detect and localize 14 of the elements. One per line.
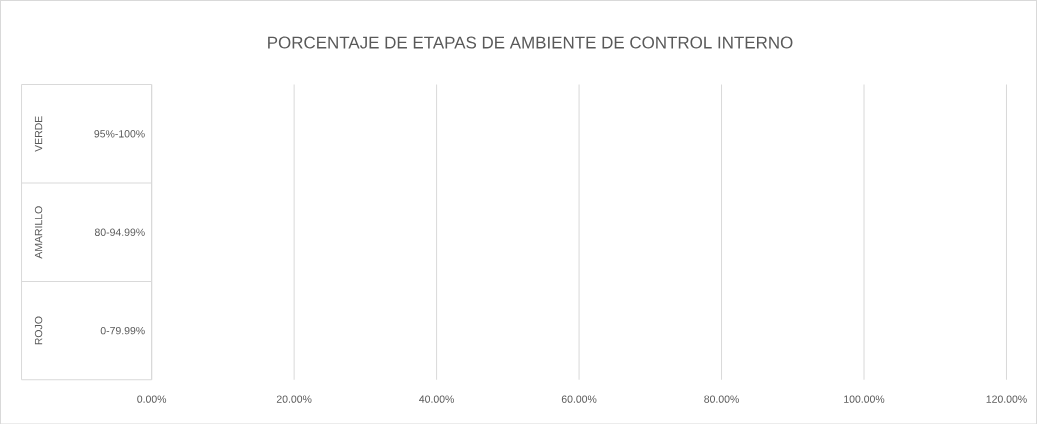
x-tick-label: 0.00% <box>137 395 167 403</box>
y-tick-label: 95%-100% <box>94 129 145 138</box>
x-tick-label: 120.00% <box>986 395 1027 403</box>
y-tick-label: 80-94.99% <box>94 228 145 236</box>
text: AMARILLO <box>34 206 43 259</box>
x-tick-label: 20.00% <box>276 395 312 403</box>
text: VERDE <box>34 116 43 152</box>
y-tick-label: 0-79.99% <box>100 326 145 335</box>
chart-title: PORCENTAJE DE ETAPAS DE AMBIENTE DE CONTROL INTERNO <box>268 36 793 49</box>
x-tick-label: 80.00% <box>704 395 739 403</box>
x-tick-label: 100.00% <box>844 395 885 403</box>
x-tick-label: 60.00% <box>561 395 597 403</box>
x-tick-label: 40.00% <box>419 395 454 403</box>
text: ROJO <box>34 316 43 345</box>
